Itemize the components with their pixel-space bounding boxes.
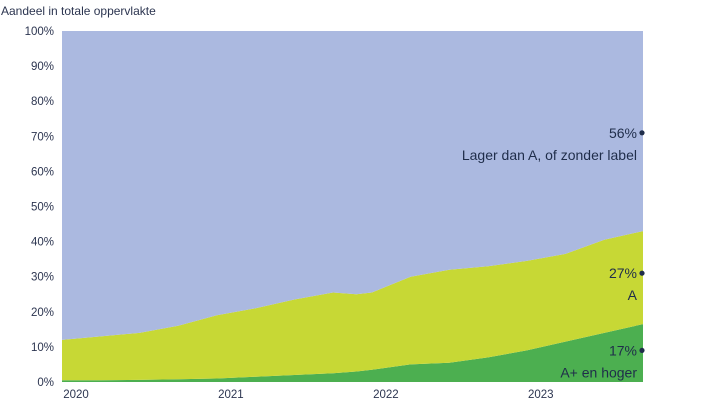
y-tick-label: 50% bbox=[31, 202, 54, 214]
area-series-1 bbox=[62, 231, 643, 381]
y-tick-label: 70% bbox=[31, 131, 54, 143]
y-tick-label: 0% bbox=[37, 377, 54, 389]
y-tick-label: 20% bbox=[31, 307, 54, 319]
y-tick-label: 90% bbox=[31, 61, 54, 73]
x-tick-label: 2022 bbox=[373, 389, 399, 401]
end-label-value: 56% bbox=[609, 125, 637, 141]
stacked-areas bbox=[62, 31, 643, 382]
x-axis-ticks: 2020 2021 2022 2023 bbox=[63, 389, 553, 401]
end-label-marker bbox=[639, 270, 645, 276]
x-tick-label: 2021 bbox=[218, 389, 244, 401]
y-tick-label: 30% bbox=[31, 272, 54, 284]
x-tick-label: 2020 bbox=[63, 389, 89, 401]
end-labels: 56% Lager dan A, of zonder label 27% A 17% A+… bbox=[462, 125, 645, 380]
y-axis-ticks: 0% 10% 20% 30% 40% 50% 60% 70% 80% 90% 100% bbox=[25, 26, 54, 389]
end-label-name: A+ en hoger bbox=[560, 364, 637, 380]
end-label-marker bbox=[639, 130, 645, 136]
y-tick-label: 10% bbox=[31, 342, 54, 354]
end-label-name: Lager dan A, of zonder label bbox=[462, 147, 637, 163]
area-series-0 bbox=[62, 324, 643, 382]
end-label-value: 17% bbox=[609, 342, 637, 358]
y-tick-label: 100% bbox=[25, 26, 54, 38]
y-tick-label: 40% bbox=[31, 237, 54, 249]
end-label-name: A bbox=[628, 287, 638, 303]
y-axis-title: Aandeel in totale oppervlakte bbox=[1, 4, 156, 18]
area-series-2 bbox=[62, 31, 643, 340]
end-label-marker bbox=[639, 347, 645, 354]
y-tick-label: 80% bbox=[31, 96, 54, 108]
y-tick-label: 60% bbox=[31, 166, 54, 178]
x-tick-label: 2023 bbox=[528, 389, 554, 401]
end-label-value: 27% bbox=[609, 265, 637, 281]
